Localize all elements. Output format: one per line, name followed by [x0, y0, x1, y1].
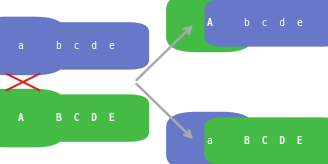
Text: B  C  D  E: B C D E: [56, 113, 115, 123]
Text: a: a: [207, 136, 213, 146]
Text: b  c  d  e: b c d e: [56, 41, 115, 51]
FancyBboxPatch shape: [166, 112, 253, 164]
Text: b  c  d  e: b c d e: [244, 18, 303, 28]
FancyBboxPatch shape: [166, 0, 253, 52]
Text: B  C  D  E: B C D E: [244, 136, 303, 146]
FancyBboxPatch shape: [205, 117, 328, 164]
FancyBboxPatch shape: [205, 0, 328, 47]
FancyBboxPatch shape: [22, 22, 149, 70]
FancyBboxPatch shape: [22, 94, 149, 142]
FancyBboxPatch shape: [0, 89, 65, 147]
FancyBboxPatch shape: [0, 17, 65, 75]
Text: a: a: [18, 41, 23, 51]
Text: A: A: [207, 18, 213, 28]
Text: A: A: [18, 113, 23, 123]
